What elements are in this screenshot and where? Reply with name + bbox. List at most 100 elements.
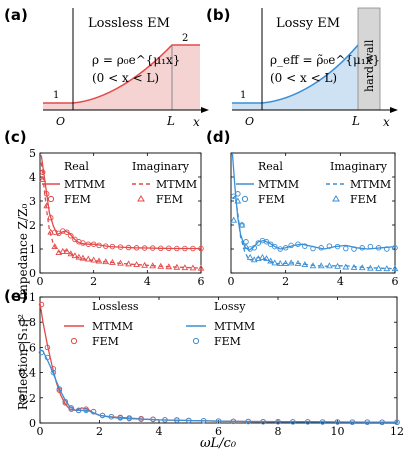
data-point-lossy-fem — [290, 419, 296, 425]
y-tick-label: 1 — [29, 243, 36, 256]
data-point-real-fem — [80, 240, 86, 246]
data-point-imaginary-fem — [350, 263, 358, 270]
data-point-imaginary-fem — [250, 256, 258, 263]
data-point-real-fem — [133, 245, 140, 251]
data-point-imaginary-fem — [271, 259, 279, 266]
data-point-real-fem — [64, 229, 70, 235]
x-tick-label: 0 — [37, 275, 44, 288]
data-point-lossy-fem — [162, 417, 168, 423]
data-point-imaginary-fem — [259, 253, 266, 260]
x-tick-label: 4 — [144, 275, 151, 288]
data-point-real-fem — [166, 245, 172, 252]
data-point-imaginary-fem — [71, 252, 79, 259]
panel-b: (b) hard wall Lossy EM ρ_eff = ρ̃₀e^{μ₁x… — [206, 6, 398, 129]
data-point-real-fem — [267, 241, 274, 247]
data-point-real-fem — [230, 193, 237, 199]
panel-a-tag: (a) — [4, 6, 28, 24]
legend-imag-fem-swatch — [137, 195, 145, 202]
plot-frame — [39, 152, 202, 274]
data-point-imaginary-fem — [141, 261, 149, 268]
data-point-real-fem — [90, 241, 97, 247]
y-tick-label: 0.2 — [19, 392, 37, 405]
data-point-lossy-fem — [75, 407, 82, 414]
panel-b-tag: (b) — [206, 6, 230, 24]
data-point-lossy-fem — [108, 413, 115, 420]
data-point-lossy-fem — [379, 419, 385, 425]
data-point-imaginary-fem — [157, 262, 165, 269]
legend-lossless-fem-swatch — [70, 337, 78, 345]
hard-wall-label: hard wall — [363, 39, 376, 92]
data-point-real-fem — [263, 239, 270, 245]
data-point-imaginary-fem — [358, 264, 366, 271]
legend-real-fem-label: FEM — [64, 193, 91, 206]
data-point-imaginary-fem — [254, 255, 262, 262]
origin-label: O — [56, 115, 65, 128]
legend-imag-title: Imaginary — [132, 160, 190, 173]
legend-real-fem-swatch — [241, 195, 249, 203]
plot-frame — [230, 152, 396, 274]
panel-a: (a) Lossless EM ρ = ρ₀e^{μ₁x} (0 < x < L… — [4, 6, 209, 129]
data-point-lossy-fem — [50, 369, 57, 376]
data-point-imaginary-fem — [47, 228, 55, 235]
data-point-real-fem — [343, 245, 349, 252]
data-point-real-fem — [72, 236, 78, 243]
x-tick-label: 8 — [275, 425, 282, 438]
plot-c: 0 2 4 6 0 1 2 3 4 5 — [29, 147, 205, 288]
data-point-lossy-fem — [200, 417, 207, 424]
legend-real-title: Real — [258, 160, 283, 173]
legend-imag-fem-label: FEM — [350, 193, 377, 206]
data-point-imaginary-fem — [391, 265, 399, 272]
legend-imag-fem-swatch — [332, 195, 340, 202]
region-1-label: 1 — [240, 90, 246, 101]
data-point-real-fem — [47, 215, 54, 221]
legend-lossy-mtmm-label: MTMM — [214, 320, 255, 333]
data-point-lossy-fem — [56, 386, 63, 392]
y-tick-label: 1 — [29, 291, 36, 304]
data-point-lossy-fem — [349, 419, 356, 425]
density-curve — [232, 44, 359, 104]
data-point-real-fem — [288, 242, 294, 249]
series-line-imaginary-mtmm — [40, 162, 202, 269]
data-point-lossy-fem — [99, 412, 106, 419]
data-point-real-fem — [68, 233, 74, 239]
data-point-lossy-fem — [150, 416, 156, 423]
data-point-real-fem — [198, 245, 204, 252]
density-area — [232, 45, 358, 110]
data-point-real-fem — [251, 245, 257, 251]
legend-real-mtmm-label: MTMM — [258, 178, 299, 191]
data-point-imaginary-fem — [84, 255, 92, 262]
formula: ρ_eff = ρ̃₀e^{μ₁x} — [270, 53, 380, 67]
panel-c-tag: (c) — [4, 128, 27, 146]
range-text: (0 < x < L) — [270, 71, 337, 85]
data-point-imaginary-fem — [67, 250, 75, 257]
data-point-imaginary-fem — [234, 197, 242, 204]
y-tick-label: 0.8 — [19, 316, 37, 329]
data-point-lossy-fem — [334, 419, 341, 425]
data-point-imaginary-fem — [59, 247, 67, 254]
data-point-imaginary-fem — [334, 262, 341, 269]
data-point-imaginary-fem — [287, 259, 295, 266]
data-point-lossless-fem — [38, 301, 45, 308]
legend-real-fem-label: FEM — [258, 193, 285, 206]
x-tick-label: 4 — [156, 425, 163, 438]
data-point-imaginary-fem — [125, 260, 132, 267]
data-point-imaginary-fem — [102, 258, 110, 265]
data-point-imaginary-fem — [383, 265, 391, 272]
x-axis-arrow-icon — [390, 107, 398, 113]
y-tick-label: 2 — [29, 219, 36, 232]
data-point-imaginary-fem — [375, 264, 382, 271]
data-point-real-fem — [310, 245, 316, 252]
data-point-lossy-fem — [260, 418, 266, 425]
density-area — [43, 45, 200, 110]
data-point-real-fem — [277, 246, 283, 252]
x-tick-label: 6 — [215, 425, 222, 438]
data-point-real-fem — [384, 246, 390, 252]
data-point-real-fem — [141, 245, 148, 251]
legend-imag-title: Imaginary — [330, 160, 388, 173]
data-point-imaginary-fem — [189, 264, 197, 271]
legend-imag-fem-label: FEM — [156, 193, 183, 206]
density-curve — [43, 44, 200, 104]
data-point-lossy-fem — [126, 415, 132, 422]
data-point-imaginary-fem — [294, 259, 302, 266]
panel-title: Lossy EM — [276, 16, 340, 31]
